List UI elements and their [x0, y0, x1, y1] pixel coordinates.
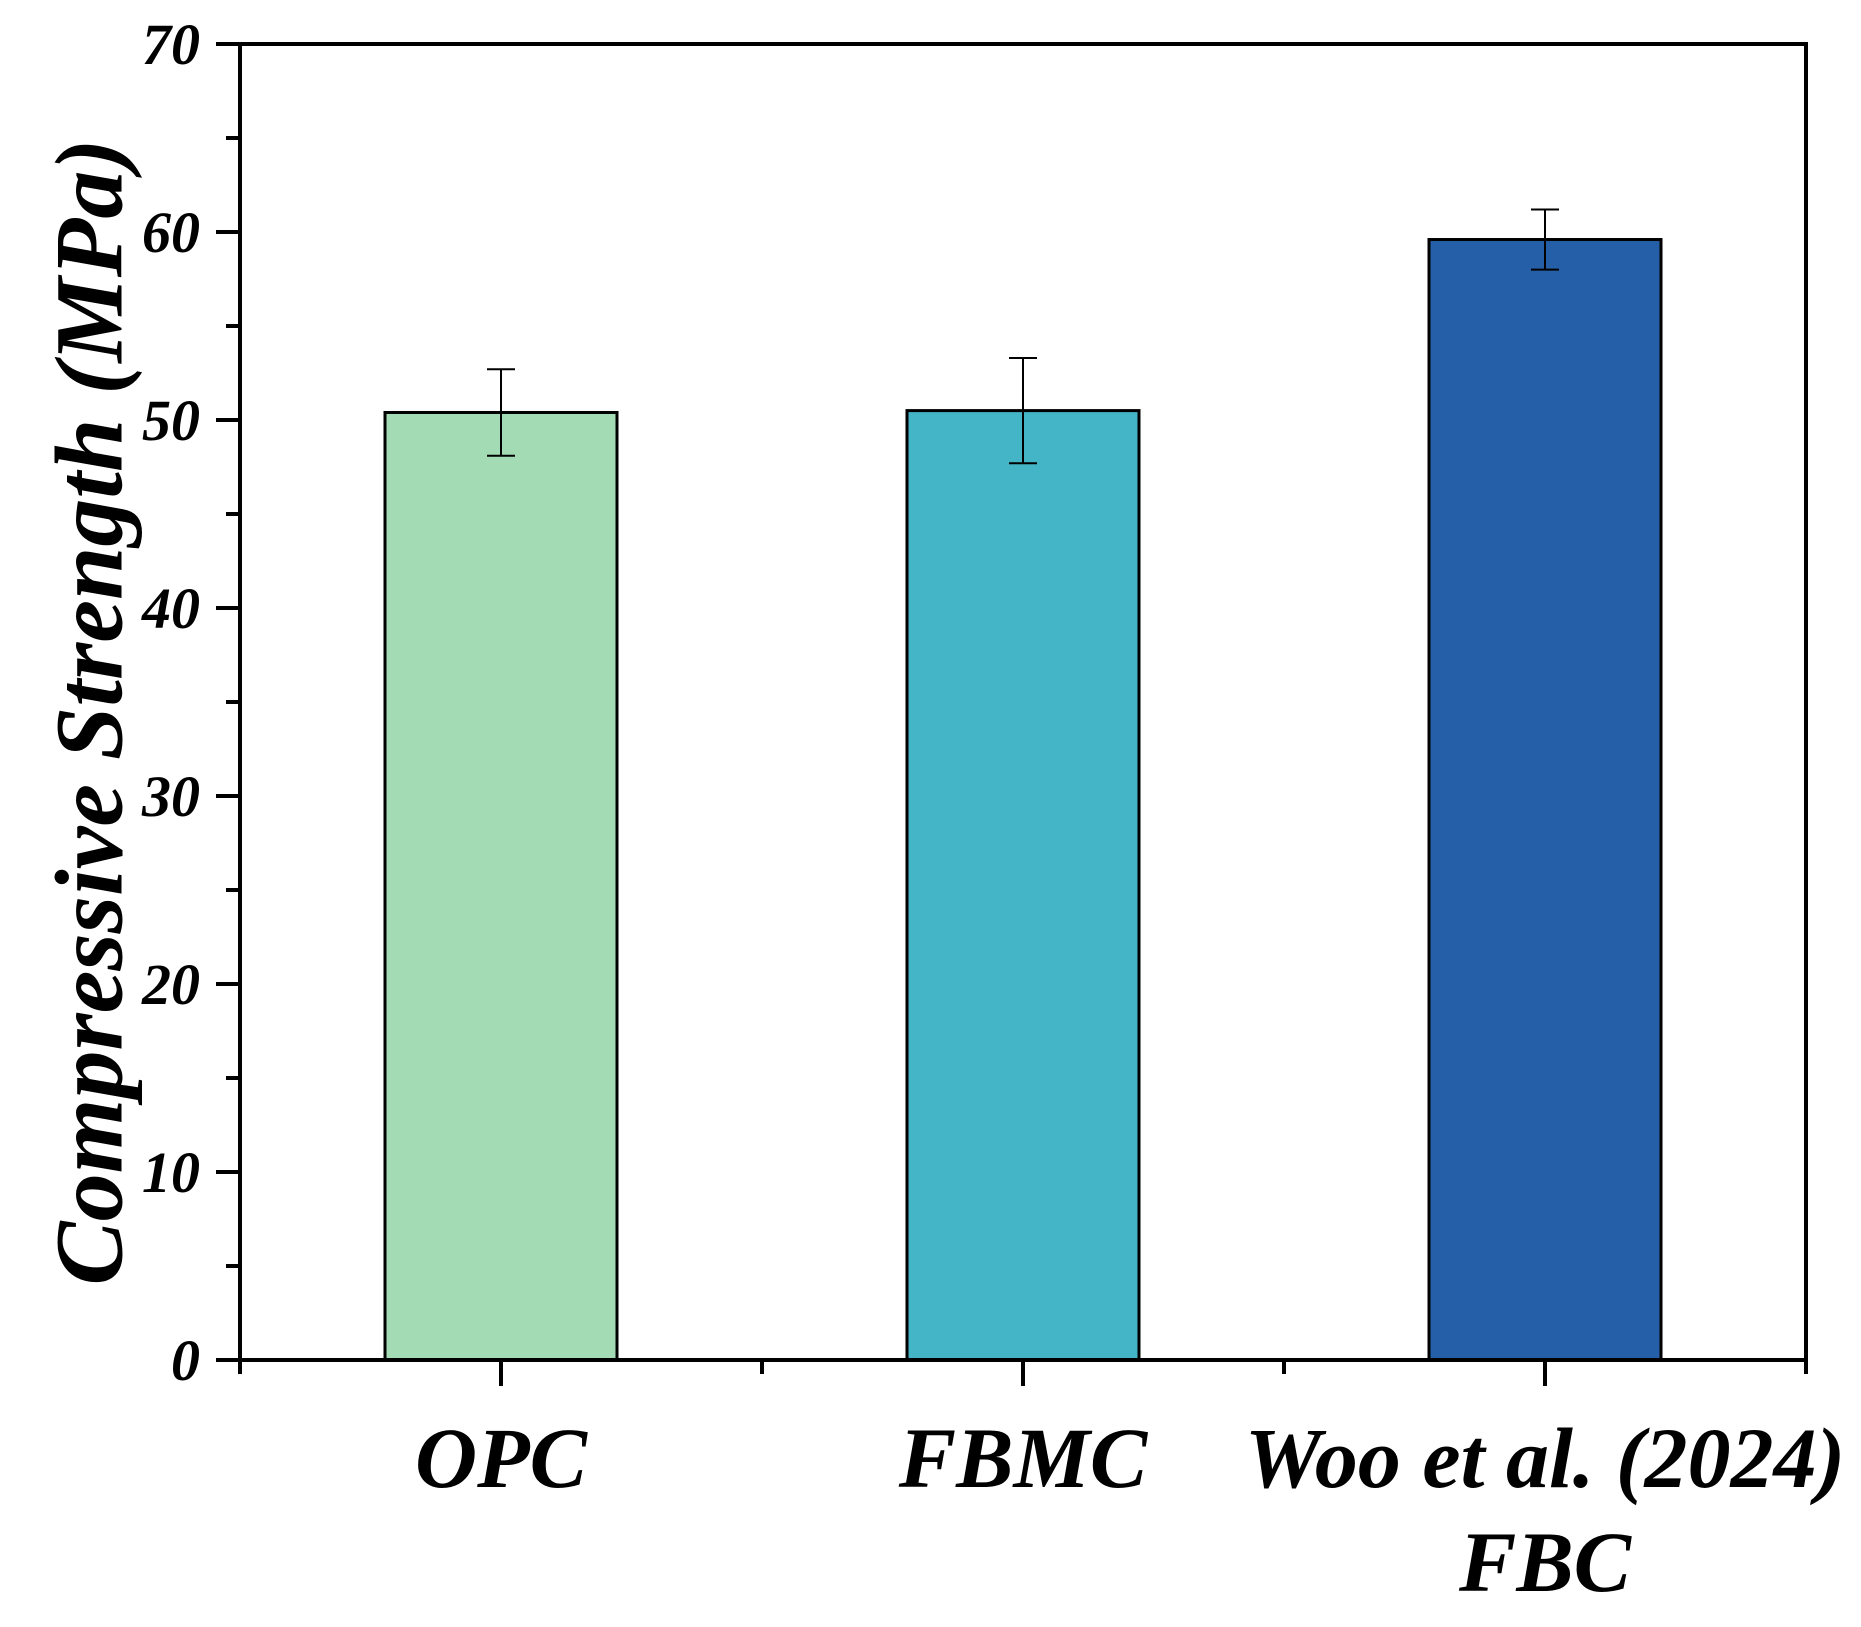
y-tick-label-6: 60	[142, 200, 200, 265]
y-tick-label-1: 10	[142, 1140, 200, 1205]
y-axis-title: Compressive Strength (MPa)	[36, 139, 143, 1286]
bar-0	[383, 410, 619, 1362]
y-tick-label-7: 70	[142, 12, 200, 77]
y-tick-label-3: 30	[141, 764, 200, 829]
y-tick-label-0: 0	[171, 1328, 200, 1393]
x-category-label-2: Woo et al. (2024)	[1245, 1410, 1845, 1506]
x-category-label-2-line-1: FBC	[1458, 1514, 1633, 1610]
bar-2	[1427, 238, 1663, 1362]
y-tick-label-5: 50	[142, 388, 200, 453]
x-category-label-1: FBMC	[898, 1410, 1149, 1506]
y-tick-label-4: 40	[141, 576, 200, 641]
bar-1	[905, 409, 1141, 1362]
x-category-label-0: OPC	[415, 1410, 589, 1506]
y-tick-label-2: 20	[141, 952, 200, 1017]
